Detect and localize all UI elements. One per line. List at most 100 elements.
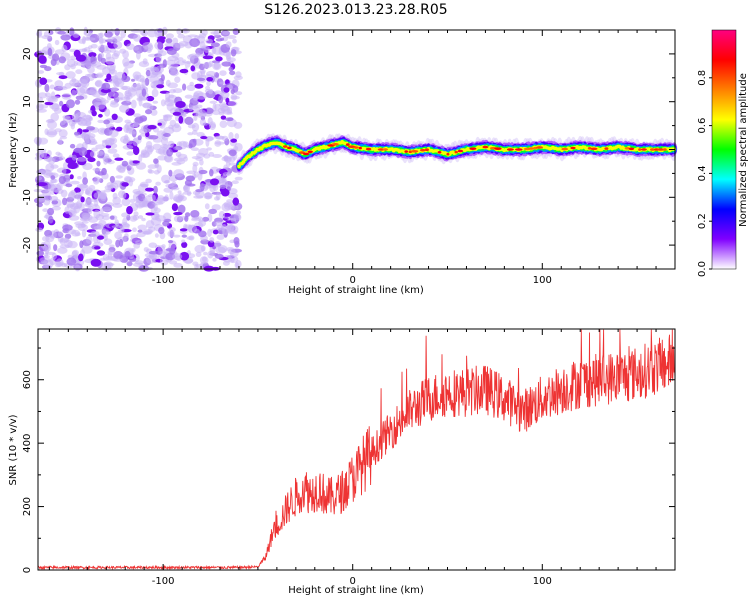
noise-blob [35, 227, 43, 232]
noise-blob [184, 61, 191, 68]
noise-blob [235, 71, 242, 78]
noise-blob [139, 128, 148, 134]
noise-blob [214, 135, 225, 139]
noise-blob [132, 122, 140, 128]
colorbar-ticks: 0.0 0.2 0.4 0.6 0.8 [697, 70, 712, 277]
noise-blob [80, 196, 85, 203]
noise-blob [195, 52, 201, 57]
colorbar-tick-label: 0.0 [697, 261, 708, 277]
noise-blob [209, 169, 214, 177]
noise-blob [97, 44, 109, 52]
noise-blob [52, 53, 60, 62]
track-peak [457, 149, 463, 153]
noise-blob [60, 34, 71, 41]
noise-blob [194, 244, 205, 253]
noise-blob [198, 148, 209, 156]
noise-blob [160, 99, 166, 107]
noise-blob [175, 115, 180, 122]
noise-blob [173, 263, 183, 268]
noise-blob [112, 36, 123, 42]
noise-blob [147, 104, 154, 111]
noise-blob [62, 197, 68, 206]
noise-blob [212, 257, 217, 262]
noise-blob [166, 102, 174, 112]
noise-blob [121, 197, 131, 207]
noise-blob [37, 92, 48, 99]
noise-blob [156, 164, 162, 174]
x-tick-label: -100 [152, 275, 175, 286]
noise-blob [174, 42, 185, 49]
noise-blob [138, 97, 143, 107]
track-peak [365, 147, 372, 151]
track-peak [410, 150, 419, 153]
noise-blob [230, 88, 235, 95]
noise-blob [50, 178, 58, 184]
noise-blob [75, 87, 86, 96]
noise-blob [136, 82, 142, 91]
noise-blob [214, 90, 222, 95]
noise-blob [133, 34, 141, 42]
track-peak [307, 150, 313, 154]
y-tick-label: 600 [22, 370, 33, 389]
noise-blob [210, 42, 220, 47]
noise-blob [111, 225, 122, 229]
noise-blob [155, 148, 166, 154]
noise-blob [47, 207, 55, 216]
noise-blob [188, 235, 195, 241]
noise-blob [136, 203, 146, 208]
noise-blob [177, 204, 186, 214]
noise-blob [235, 91, 243, 96]
noise-blob [167, 140, 175, 147]
noise-blob [177, 33, 185, 39]
noise-blob [184, 215, 189, 222]
noise-blob [75, 95, 85, 100]
noise-blob [102, 206, 112, 212]
noise-blob [122, 217, 128, 226]
noise-blob [154, 233, 159, 238]
colorbar-tick-label: 0.8 [697, 70, 708, 86]
noise-blob [165, 79, 171, 87]
noise-blob [147, 135, 159, 140]
noise-blob [177, 193, 185, 201]
noise-blob [85, 236, 93, 244]
noise-blob [117, 97, 124, 101]
noise-blob [151, 71, 159, 77]
noise-blob [65, 183, 73, 188]
noise-blob [105, 52, 112, 60]
noise-blob [184, 116, 194, 125]
noise-blob [143, 230, 152, 235]
noise-blob [132, 160, 140, 164]
noise-blob [228, 132, 234, 140]
noise-blob [105, 123, 115, 129]
noise-blob [145, 187, 154, 192]
track-peak [570, 146, 576, 150]
noise-blob [121, 160, 129, 167]
noise-blob [64, 174, 71, 179]
noise-blob [133, 146, 140, 156]
noise-blob [199, 256, 209, 265]
noise-blob [232, 197, 240, 206]
noise-blob [229, 155, 236, 163]
noise-blob [182, 83, 187, 91]
noise-blob [195, 251, 202, 257]
noise-blob [71, 250, 78, 259]
noise-blob [213, 30, 220, 37]
spectrogram-ylabel: Frequency (Hz) [8, 112, 19, 188]
noise-blob [37, 70, 45, 74]
noise-blob [145, 109, 152, 115]
noise-blob [70, 122, 76, 130]
noise-blob [157, 122, 162, 126]
noise-blob [182, 59, 187, 63]
noise-blob [209, 100, 218, 104]
noise-blob [115, 239, 120, 248]
noise-blob [124, 233, 129, 239]
noise-blob [42, 208, 49, 213]
noise-blob [104, 31, 113, 38]
noise-blob [227, 248, 236, 255]
noise-blob [151, 88, 159, 98]
colorbar-tick-label: 0.2 [697, 213, 708, 229]
noise-blob [121, 86, 128, 91]
noise-blob [200, 69, 206, 78]
noise-blob [75, 69, 83, 75]
noise-blob [164, 194, 169, 202]
